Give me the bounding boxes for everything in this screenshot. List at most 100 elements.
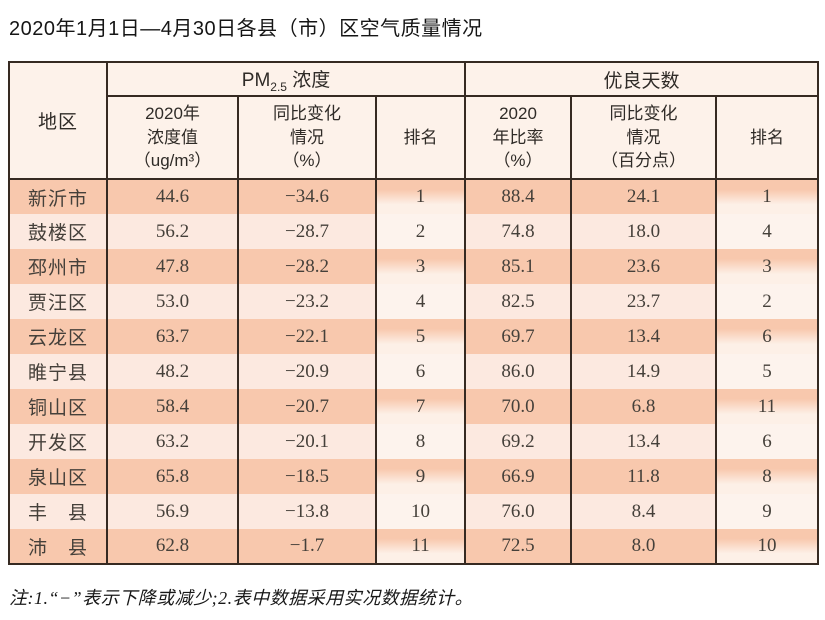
pm-change-cell: −22.1 [237, 319, 377, 354]
region-cell: 鼓楼区 [8, 214, 108, 249]
region-cell: 沛 县 [8, 529, 108, 565]
pm-value-cell: 65.8 [106, 459, 239, 494]
header-ratio: 2020 年比率 （%） [464, 95, 572, 180]
pm-rank-cell: 9 [375, 459, 466, 494]
pm-value-cell: 56.2 [106, 214, 239, 249]
ratio-change-cell: 8.0 [570, 529, 717, 565]
pm25-subscript: 2.5 [270, 79, 287, 94]
table-row: 新沂市 44.6 −34.6 1 88.4 24.1 1 [8, 179, 820, 214]
region-cell: 睢宁县 [8, 354, 108, 389]
ratio-change-cell: 13.4 [570, 424, 717, 459]
table-row: 开发区 63.2 −20.1 8 69.2 13.4 6 [8, 424, 820, 459]
footnote: 注:1.“−”表示下降或减少;2.表中数据采用实况数据统计。 [9, 588, 474, 608]
table-row: 铜山区 58.4 −20.7 7 70.0 6.8 11 [8, 389, 820, 424]
region-cell: 贾汪区 [8, 284, 108, 319]
pm-rank-cell: 4 [375, 284, 466, 319]
air-quality-table: 地区 PM2.5 浓度 优良天数 2020年 浓度值 （ug/m³） 同比变化 … [8, 61, 820, 565]
ratio-rank-cell: 11 [714, 389, 820, 424]
ratio-cell: 74.8 [464, 214, 572, 249]
ratio-change-cell: 8.4 [570, 494, 717, 529]
ratio-cell: 69.7 [464, 319, 572, 354]
pm-change-cell: −13.8 [237, 494, 377, 529]
ratio-cell: 69.2 [464, 424, 572, 459]
ratio-rank-cell: 4 [714, 214, 820, 249]
region-cell: 开发区 [8, 424, 108, 459]
pm-rank-cell: 8 [375, 424, 466, 459]
header-pm-rank: 排名 [375, 95, 466, 180]
region-cell: 云龙区 [8, 319, 108, 354]
pm25-group-label: PM2.5 浓度 [241, 69, 331, 94]
table-body: 新沂市 44.6 −34.6 1 88.4 24.1 1 鼓楼区 56.2 −28.7 2 74.8 1… [8, 179, 820, 565]
ratio-cell: 86.0 [464, 354, 572, 389]
header-region: 地区 [8, 61, 108, 180]
group-header-row: 地区 PM2.5 浓度 优良天数 [8, 61, 820, 180]
pm-rank-cell: 2 [375, 214, 466, 249]
ratio-change-cell: 14.9 [570, 354, 717, 389]
table-row: 鼓楼区 56.2 −28.7 2 74.8 18.0 4 [8, 214, 820, 249]
pm-value-cell: 63.7 [106, 319, 239, 354]
ratio-rank-cell: 8 [714, 459, 820, 494]
ratio-change-cell: 11.8 [570, 459, 717, 494]
pm-rank-cell: 6 [375, 354, 466, 389]
pm-value-cell: 48.2 [106, 354, 239, 389]
pm-change-cell: −18.5 [237, 459, 377, 494]
ratio-change-cell: 23.6 [570, 249, 717, 284]
ratio-cell: 72.5 [464, 529, 572, 565]
ratio-cell: 88.4 [464, 179, 572, 214]
pm-change-cell: −28.2 [237, 249, 377, 284]
region-cell: 铜山区 [8, 389, 108, 424]
ratio-change-cell: 13.4 [570, 319, 717, 354]
ratio-cell: 66.9 [464, 459, 572, 494]
pm-rank-cell: 11 [375, 529, 466, 565]
region-cell: 新沂市 [8, 179, 108, 214]
region-cell: 泉山区 [8, 459, 108, 494]
ratio-rank-cell: 2 [714, 284, 820, 319]
header-good-days-group: 优良天数 [463, 61, 820, 97]
ratio-rank-cell: 6 [714, 424, 820, 459]
pm-rank-cell: 7 [375, 389, 466, 424]
ratio-change-cell: 23.7 [570, 284, 717, 319]
pm-change-cell: −23.2 [237, 284, 377, 319]
table-header: 地区 PM2.5 浓度 优良天数 2020年 浓度值 （ug/m³） 同比变化 … [8, 61, 820, 180]
ratio-rank-cell: 3 [714, 249, 820, 284]
table-row: 睢宁县 48.2 −20.9 6 86.0 14.9 5 [8, 354, 820, 389]
pm-change-cell: −20.7 [237, 389, 377, 424]
ratio-rank-cell: 1 [714, 179, 820, 214]
pm-rank-cell: 3 [375, 249, 466, 284]
table-row: 沛 县 62.8 −1.7 11 72.5 8.0 10 [8, 529, 820, 565]
ratio-change-cell: 24.1 [570, 179, 717, 214]
ratio-cell: 85.1 [464, 249, 572, 284]
header-ratio-change: 同比变化 情况 （百分点） [570, 95, 717, 180]
pm-change-cell: −20.1 [237, 424, 377, 459]
pm-value-cell: 63.2 [106, 424, 239, 459]
pm-value-cell: 58.4 [106, 389, 239, 424]
table-row: 贾汪区 53.0 −23.2 4 82.5 23.7 2 [8, 284, 820, 319]
header-pm25-group: PM2.5 浓度 [106, 61, 466, 97]
table-row: 邳州市 47.8 −28.2 3 85.1 23.6 3 [8, 249, 820, 284]
ratio-cell: 82.5 [464, 284, 572, 319]
pm-rank-cell: 10 [375, 494, 466, 529]
pm-value-cell: 47.8 [106, 249, 239, 284]
table-row: 泉山区 65.8 −18.5 9 66.9 11.8 8 [8, 459, 820, 494]
header-pm-value: 2020年 浓度值 （ug/m³） [106, 95, 239, 180]
table-row: 云龙区 63.7 −22.1 5 69.7 13.4 6 [8, 319, 820, 354]
pm-change-cell: −1.7 [237, 529, 377, 565]
sub-header-row: 2020年 浓度值 （ug/m³） 同比变化 情况 （%） 排名 2020 年比… [9, 95, 820, 180]
header-ratio-rank: 排名 [714, 95, 820, 180]
ratio-cell: 70.0 [464, 389, 572, 424]
ratio-cell: 76.0 [464, 494, 572, 529]
table-row: 丰 县 56.9 −13.8 10 76.0 8.4 9 [8, 494, 820, 529]
pm-change-cell: −20.9 [237, 354, 377, 389]
pm-value-cell: 56.9 [106, 494, 239, 529]
header-pm-change: 同比变化 情况 （%） [237, 95, 377, 180]
pm-rank-cell: 5 [375, 319, 466, 354]
ratio-change-cell: 18.0 [570, 214, 717, 249]
ratio-rank-cell: 5 [714, 354, 820, 389]
ratio-rank-cell: 6 [714, 319, 820, 354]
pm-change-cell: −34.6 [237, 179, 377, 214]
page-title: 2020年1月1日—4月30日各县（市）区空气质量情况 [9, 18, 483, 40]
ratio-rank-cell: 9 [714, 494, 820, 529]
ratio-change-cell: 6.8 [570, 389, 717, 424]
pm-value-cell: 62.8 [106, 529, 239, 565]
